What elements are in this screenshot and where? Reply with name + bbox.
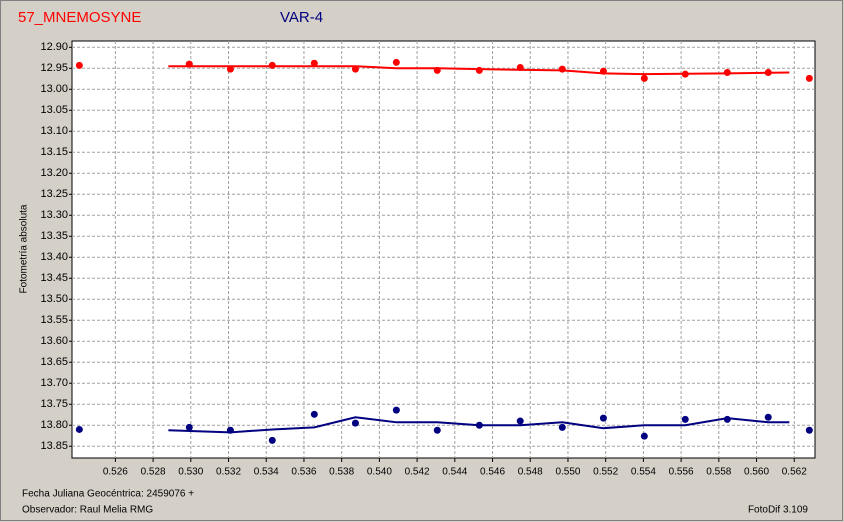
footer-text: Observador: Raul Melia RMG xyxy=(22,505,153,516)
y-tick-label: 13.35 xyxy=(40,230,68,242)
data-point xyxy=(185,60,193,68)
y-tick-label: 13.25 xyxy=(40,188,68,200)
data-point xyxy=(185,423,193,431)
data-point xyxy=(640,74,648,82)
x-tick-label: 0.556 xyxy=(669,467,694,478)
x-tick-label: 0.532 xyxy=(216,467,241,478)
y-tick-label: 12.90 xyxy=(40,41,68,53)
y-tick-label: 13.45 xyxy=(40,272,68,284)
x-tick-label: 0.544 xyxy=(442,467,467,478)
data-point xyxy=(433,66,441,74)
data-point xyxy=(640,432,648,440)
data-point xyxy=(805,426,813,434)
footer-text: FotoDif 3.109 xyxy=(748,505,808,516)
data-point xyxy=(764,68,772,76)
y-tick-label: 13.15 xyxy=(40,146,68,158)
x-tick-label: 0.554 xyxy=(631,467,656,478)
data-point xyxy=(805,74,813,82)
data-point xyxy=(310,59,318,67)
y-tick-label: 13.65 xyxy=(40,356,68,368)
x-tick-label: 0.530 xyxy=(178,467,203,478)
x-tick-label: 0.536 xyxy=(291,467,316,478)
data-point xyxy=(351,419,359,427)
x-tick-label: 0.526 xyxy=(103,467,128,478)
y-tick-label: 13.55 xyxy=(40,314,68,326)
x-tick-label: 0.540 xyxy=(367,467,392,478)
series-label: 57_MNEMOSYNE xyxy=(18,9,141,26)
data-point xyxy=(764,413,772,421)
data-point xyxy=(433,426,441,434)
y-tick-label: 13.80 xyxy=(40,419,68,431)
data-point xyxy=(599,414,607,422)
y-tick-label: 13.75 xyxy=(40,398,68,410)
data-point xyxy=(723,68,731,76)
y-tick-label: 13.85 xyxy=(40,440,68,452)
y-tick-label: 13.70 xyxy=(40,377,68,389)
x-tick-label: 0.552 xyxy=(593,467,618,478)
y-tick-label: 13.30 xyxy=(40,209,68,221)
data-point xyxy=(351,65,359,73)
x-tick-label: 0.562 xyxy=(782,467,807,478)
x-tick-label: 0.538 xyxy=(329,467,354,478)
y-tick-label: 13.10 xyxy=(40,125,68,137)
data-point xyxy=(268,436,276,444)
x-tick-label: 0.546 xyxy=(480,467,505,478)
y-tick-label: 13.40 xyxy=(40,251,68,263)
x-tick-label: 0.560 xyxy=(744,467,769,478)
y-tick-label: 13.00 xyxy=(40,83,68,95)
x-tick-label: 0.558 xyxy=(706,467,731,478)
series-label: VAR-4 xyxy=(280,9,323,26)
data-point xyxy=(392,406,400,414)
y-tick-label: 12.95 xyxy=(40,62,68,74)
y-tick-label: 13.50 xyxy=(40,293,68,305)
fit-line xyxy=(168,416,790,434)
y-axis-label: Fotometría absoluta xyxy=(19,204,30,293)
data-point xyxy=(681,415,689,423)
data-point xyxy=(75,425,83,433)
data-point xyxy=(75,61,83,69)
data-point xyxy=(681,70,689,78)
data-point xyxy=(392,58,400,66)
data-point xyxy=(516,63,524,71)
data-point xyxy=(475,66,483,74)
footer-text: Fecha Juliana Geocéntrica: 2459076 + xyxy=(22,489,194,500)
plot-area xyxy=(71,40,816,459)
x-tick-label: 0.542 xyxy=(405,467,430,478)
y-tick-label: 13.60 xyxy=(40,335,68,347)
y-tick-label: 13.20 xyxy=(40,167,68,179)
data-point xyxy=(226,426,234,434)
data-point xyxy=(226,65,234,73)
x-tick-label: 0.548 xyxy=(518,467,543,478)
data-point xyxy=(723,415,731,423)
x-tick-label: 0.534 xyxy=(254,467,279,478)
data-point xyxy=(310,410,318,418)
data-point xyxy=(599,67,607,75)
data-point xyxy=(268,61,276,69)
data-point xyxy=(558,423,566,431)
x-tick-label: 0.550 xyxy=(555,467,580,478)
x-tick-label: 0.528 xyxy=(141,467,166,478)
data-point xyxy=(558,65,566,73)
data-point xyxy=(516,417,524,425)
y-tick-label: 13.05 xyxy=(40,104,68,116)
data-point xyxy=(475,421,483,429)
